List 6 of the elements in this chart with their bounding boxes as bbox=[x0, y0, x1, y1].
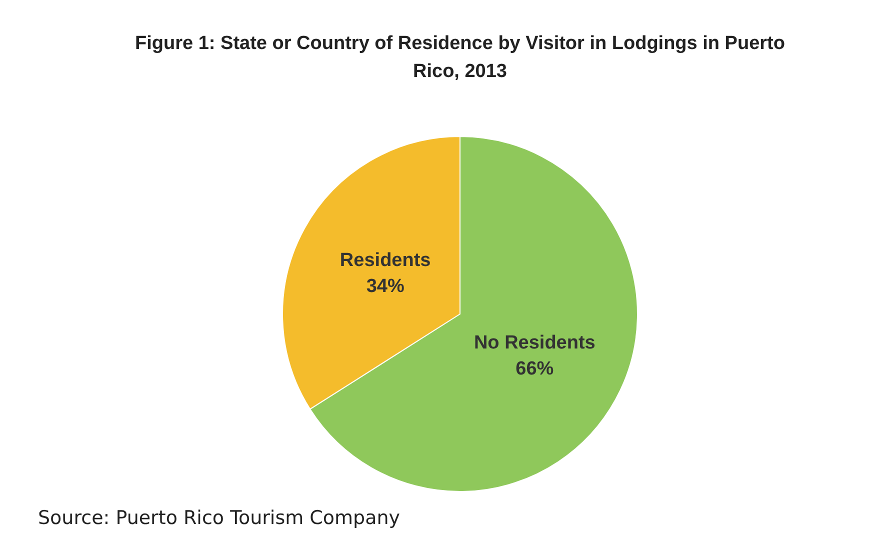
chart-title: Figure 1: State or Country of Residence by Visitor in Lodgings in Puerto Rico, 2013 bbox=[135, 33, 785, 82]
data-label: 34% bbox=[366, 276, 404, 298]
data-label: 66% bbox=[516, 358, 554, 380]
slice-label: No Residents bbox=[474, 332, 596, 354]
slice-label: Residents bbox=[340, 250, 431, 272]
source-note: Source: Puerto Rico Tourism Company bbox=[38, 506, 400, 529]
